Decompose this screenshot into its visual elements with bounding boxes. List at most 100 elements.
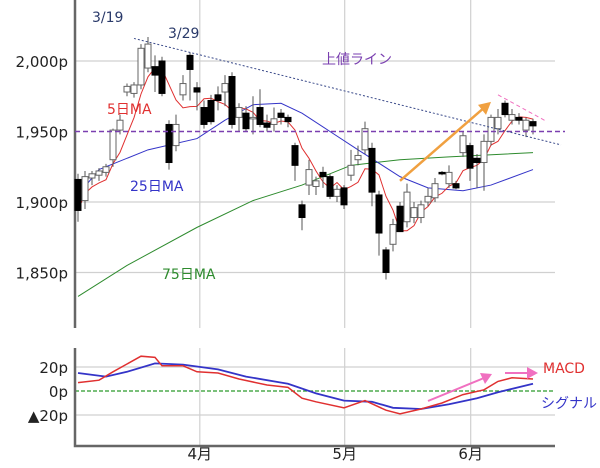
candle-up xyxy=(459,135,467,154)
candle-down xyxy=(291,145,299,166)
candle-down xyxy=(340,187,348,206)
candles xyxy=(74,37,537,280)
overlays xyxy=(75,37,565,182)
candle-down xyxy=(158,60,166,94)
candle-down xyxy=(228,76,236,125)
candle-up xyxy=(480,140,488,164)
candle-down xyxy=(438,171,446,175)
candle-up xyxy=(116,119,124,131)
month-label: 4月 xyxy=(188,445,213,463)
price-tick-label: 2,000p xyxy=(16,53,68,71)
month-label: 5月 xyxy=(332,445,357,463)
macd-rising-arrow xyxy=(427,377,485,402)
ma75-label: 75日MA xyxy=(162,267,216,283)
candle-up xyxy=(487,116,495,142)
price-tick-label: 1,900p xyxy=(16,194,68,212)
ma75-line xyxy=(77,152,534,297)
candle-up xyxy=(235,107,243,118)
candle-down xyxy=(452,183,460,189)
annotation-3-29: 3/29 xyxy=(168,26,199,42)
signal-label: シグナル xyxy=(541,396,597,412)
candle-up xyxy=(137,47,145,86)
candle-up xyxy=(270,118,278,125)
candle-up xyxy=(508,114,516,121)
signal-line xyxy=(77,362,534,410)
macd-tick-label: 0p xyxy=(49,383,68,401)
candle-up xyxy=(95,170,103,176)
candle-down xyxy=(382,249,390,274)
candle-up xyxy=(81,176,89,202)
candle-down xyxy=(242,112,250,130)
candle-up xyxy=(445,171,453,185)
labels: 3/19 3/29 上値ライン 5日MA 25日MA 75日MA MACD シグ… xyxy=(92,10,597,412)
candle-up xyxy=(172,123,180,147)
month-label: 6月 xyxy=(458,445,483,463)
uptrend-arrowhead-icon xyxy=(478,101,491,115)
ma25-label: 25日MA xyxy=(130,179,184,195)
resistance-line-label: 上値ライン xyxy=(322,52,392,68)
candle-down xyxy=(473,157,481,164)
candle-up xyxy=(109,129,117,161)
candle-up xyxy=(123,85,131,93)
candle-down xyxy=(375,194,383,234)
candle-up xyxy=(179,83,187,96)
candle-up xyxy=(347,164,355,176)
candle-down xyxy=(165,123,173,164)
candle-up xyxy=(417,204,425,219)
candle-up xyxy=(361,128,369,151)
candle-down xyxy=(396,205,404,233)
uptrend-arrow xyxy=(399,105,486,182)
candle-down xyxy=(277,112,285,118)
candle-down xyxy=(214,94,222,101)
annotation-3-19: 3/19 xyxy=(92,10,123,26)
candle-down xyxy=(186,54,194,70)
resistance-line xyxy=(133,37,562,146)
candle-down xyxy=(207,99,215,123)
candle-down xyxy=(256,107,264,125)
macd-flat-arrowhead-icon xyxy=(527,367,538,379)
candle-up xyxy=(333,188,341,197)
price-tick-label: 1,850p xyxy=(16,265,68,283)
candle-down xyxy=(529,121,537,127)
candle-up xyxy=(522,119,530,131)
candle-up xyxy=(88,173,96,179)
candle-down xyxy=(200,107,208,125)
candle-up xyxy=(249,116,257,120)
macd-rising-arrowhead-icon xyxy=(480,373,492,384)
candle-down xyxy=(151,66,159,76)
candle-up xyxy=(389,224,397,245)
candle-up xyxy=(221,83,229,93)
candle-down xyxy=(263,122,271,128)
macd-axes xyxy=(73,348,555,448)
candle-down xyxy=(193,87,201,93)
candle-up xyxy=(431,183,439,199)
candle-down xyxy=(319,171,327,178)
ma25-line xyxy=(77,102,534,196)
candle-up xyxy=(354,154,362,161)
macd-panel: 20p 0p ▲20p xyxy=(28,348,555,448)
candle-down xyxy=(284,116,292,123)
macd-tick-label: 20p xyxy=(39,359,68,377)
candle-up xyxy=(424,195,432,203)
candle-down xyxy=(298,204,306,219)
candle-down xyxy=(466,145,474,169)
candle-down xyxy=(515,116,523,121)
candle-up xyxy=(130,84,138,94)
candle-up xyxy=(403,191,411,223)
macd-label: MACD xyxy=(543,361,585,377)
candle-up xyxy=(144,43,152,69)
candle-up xyxy=(312,180,320,187)
ma5-label: 5日MA xyxy=(107,102,152,118)
candle-up xyxy=(305,169,313,186)
candle-down xyxy=(326,176,334,197)
gridlines: 2,000p 1,950p 1,900p 1,850p 4月 5月 6月 xyxy=(16,0,555,463)
short-downtrend-line xyxy=(497,94,548,123)
macd-tick-label: ▲20p xyxy=(28,407,68,425)
macd-line xyxy=(77,355,534,415)
candle-up xyxy=(410,207,418,219)
candle-down xyxy=(501,102,509,116)
price-tick-label: 1,950p xyxy=(16,124,68,142)
candle-down xyxy=(74,178,82,211)
